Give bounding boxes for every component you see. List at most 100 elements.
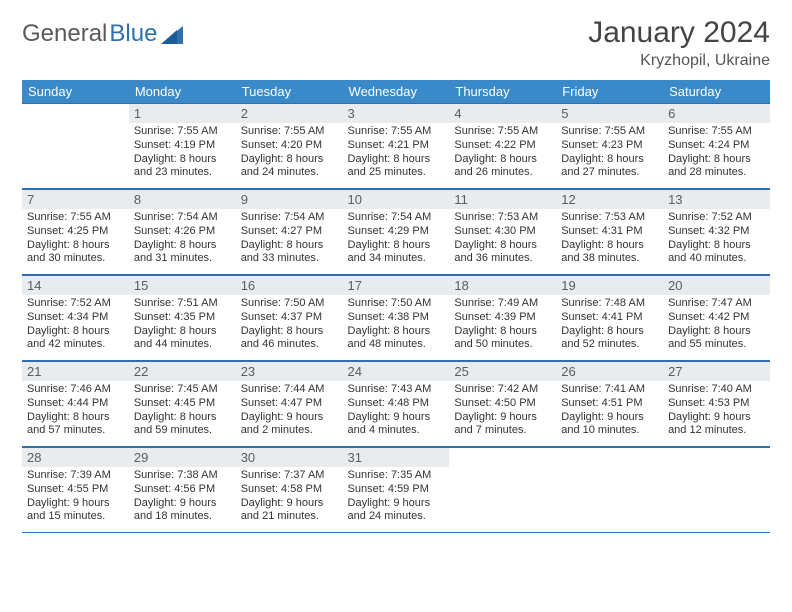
day-detail-line: Daylight: 8 hours bbox=[454, 325, 551, 339]
day-detail-line: Sunset: 4:39 PM bbox=[454, 311, 551, 325]
day-detail-line: and 44 minutes. bbox=[134, 338, 231, 352]
day-detail-line: Sunrise: 7:55 AM bbox=[454, 125, 551, 139]
day-detail-line: and 24 minutes. bbox=[348, 510, 445, 524]
day-detail-line: Sunrise: 7:55 AM bbox=[134, 125, 231, 139]
day-detail-line: Sunrise: 7:50 AM bbox=[241, 297, 338, 311]
day-details: Sunrise: 7:51 AMSunset: 4:35 PMDaylight:… bbox=[129, 295, 236, 360]
day-number bbox=[449, 447, 556, 467]
day-detail-line: Sunset: 4:41 PM bbox=[561, 311, 658, 325]
title-block: January 2024 Kryzhopil, Ukraine bbox=[588, 16, 770, 70]
day-number: 4 bbox=[449, 103, 556, 123]
day-detail-line: Daylight: 8 hours bbox=[27, 411, 124, 425]
day-number: 5 bbox=[556, 103, 663, 123]
day-number: 2 bbox=[236, 103, 343, 123]
calendar-day-cell: 21Sunrise: 7:46 AMSunset: 4:44 PMDayligh… bbox=[22, 361, 129, 447]
day-detail-line: Sunrise: 7:42 AM bbox=[454, 383, 551, 397]
day-detail-line: Daylight: 8 hours bbox=[134, 153, 231, 167]
day-detail-line: Sunset: 4:26 PM bbox=[134, 225, 231, 239]
day-detail-line: and 52 minutes. bbox=[561, 338, 658, 352]
day-detail-line: Daylight: 8 hours bbox=[27, 325, 124, 339]
calendar-day-cell: 10Sunrise: 7:54 AMSunset: 4:29 PMDayligh… bbox=[343, 189, 450, 275]
day-detail-line: and 31 minutes. bbox=[134, 252, 231, 266]
weekday-header: Saturday bbox=[663, 80, 770, 103]
calendar-day-cell bbox=[663, 447, 770, 533]
day-detail-line: Sunrise: 7:55 AM bbox=[668, 125, 765, 139]
calendar-day-cell: 6Sunrise: 7:55 AMSunset: 4:24 PMDaylight… bbox=[663, 103, 770, 189]
day-detail-line: Sunset: 4:47 PM bbox=[241, 397, 338, 411]
calendar-day-cell: 4Sunrise: 7:55 AMSunset: 4:22 PMDaylight… bbox=[449, 103, 556, 189]
day-detail-line: Sunrise: 7:35 AM bbox=[348, 469, 445, 483]
day-detail-line: and 28 minutes. bbox=[668, 166, 765, 180]
calendar-day-cell bbox=[22, 103, 129, 189]
day-detail-line: Sunrise: 7:43 AM bbox=[348, 383, 445, 397]
calendar-day-cell: 30Sunrise: 7:37 AMSunset: 4:58 PMDayligh… bbox=[236, 447, 343, 533]
day-detail-line: and 30 minutes. bbox=[27, 252, 124, 266]
day-details: Sunrise: 7:35 AMSunset: 4:59 PMDaylight:… bbox=[343, 467, 450, 532]
sail-icon bbox=[161, 24, 187, 44]
day-detail-line: Sunrise: 7:55 AM bbox=[27, 211, 124, 225]
day-detail-line: Daylight: 9 hours bbox=[454, 411, 551, 425]
calendar-day-cell: 5Sunrise: 7:55 AMSunset: 4:23 PMDaylight… bbox=[556, 103, 663, 189]
day-detail-line: Sunrise: 7:55 AM bbox=[561, 125, 658, 139]
day-detail-line: Sunrise: 7:37 AM bbox=[241, 469, 338, 483]
day-detail-line: Sunrise: 7:48 AM bbox=[561, 297, 658, 311]
day-details: Sunrise: 7:49 AMSunset: 4:39 PMDaylight:… bbox=[449, 295, 556, 360]
day-detail-line: and 18 minutes. bbox=[134, 510, 231, 524]
day-detail-line: Daylight: 9 hours bbox=[668, 411, 765, 425]
calendar-day-cell: 31Sunrise: 7:35 AMSunset: 4:59 PMDayligh… bbox=[343, 447, 450, 533]
day-details: Sunrise: 7:41 AMSunset: 4:51 PMDaylight:… bbox=[556, 381, 663, 446]
day-details bbox=[22, 123, 129, 181]
day-detail-line: and 23 minutes. bbox=[134, 166, 231, 180]
day-details: Sunrise: 7:52 AMSunset: 4:34 PMDaylight:… bbox=[22, 295, 129, 360]
day-number: 21 bbox=[22, 361, 129, 381]
day-detail-line: and 4 minutes. bbox=[348, 424, 445, 438]
calendar-day-cell: 23Sunrise: 7:44 AMSunset: 4:47 PMDayligh… bbox=[236, 361, 343, 447]
day-detail-line: and 24 minutes. bbox=[241, 166, 338, 180]
calendar-day-cell: 7Sunrise: 7:55 AMSunset: 4:25 PMDaylight… bbox=[22, 189, 129, 275]
day-detail-line: Sunrise: 7:40 AM bbox=[668, 383, 765, 397]
calendar-day-cell: 26Sunrise: 7:41 AMSunset: 4:51 PMDayligh… bbox=[556, 361, 663, 447]
day-detail-line: and 2 minutes. bbox=[241, 424, 338, 438]
day-detail-line: Daylight: 8 hours bbox=[241, 239, 338, 253]
day-detail-line: Sunset: 4:29 PM bbox=[348, 225, 445, 239]
page-header: GeneralBlue January 2024 Kryzhopil, Ukra… bbox=[22, 16, 770, 70]
day-details: Sunrise: 7:38 AMSunset: 4:56 PMDaylight:… bbox=[129, 467, 236, 532]
day-detail-line: Daylight: 8 hours bbox=[134, 239, 231, 253]
day-number: 14 bbox=[22, 275, 129, 295]
day-detail-line: Sunrise: 7:55 AM bbox=[241, 125, 338, 139]
day-number: 20 bbox=[663, 275, 770, 295]
calendar-week-row: 28Sunrise: 7:39 AMSunset: 4:55 PMDayligh… bbox=[22, 447, 770, 533]
day-detail-line: Sunrise: 7:41 AM bbox=[561, 383, 658, 397]
day-details: Sunrise: 7:40 AMSunset: 4:53 PMDaylight:… bbox=[663, 381, 770, 446]
day-number: 27 bbox=[663, 361, 770, 381]
day-detail-line: and 7 minutes. bbox=[454, 424, 551, 438]
calendar-day-cell: 11Sunrise: 7:53 AMSunset: 4:30 PMDayligh… bbox=[449, 189, 556, 275]
day-details: Sunrise: 7:55 AMSunset: 4:20 PMDaylight:… bbox=[236, 123, 343, 188]
calendar-day-cell: 19Sunrise: 7:48 AMSunset: 4:41 PMDayligh… bbox=[556, 275, 663, 361]
day-detail-line: Sunrise: 7:55 AM bbox=[348, 125, 445, 139]
day-number: 1 bbox=[129, 103, 236, 123]
day-detail-line: and 55 minutes. bbox=[668, 338, 765, 352]
day-details: Sunrise: 7:39 AMSunset: 4:55 PMDaylight:… bbox=[22, 467, 129, 532]
day-detail-line: Sunset: 4:38 PM bbox=[348, 311, 445, 325]
day-detail-line: Sunrise: 7:54 AM bbox=[241, 211, 338, 225]
weekday-header: Sunday bbox=[22, 80, 129, 103]
calendar-head: SundayMondayTuesdayWednesdayThursdayFrid… bbox=[22, 80, 770, 103]
day-number: 30 bbox=[236, 447, 343, 467]
day-number: 23 bbox=[236, 361, 343, 381]
day-detail-line: Sunset: 4:27 PM bbox=[241, 225, 338, 239]
day-detail-line: Sunrise: 7:53 AM bbox=[561, 211, 658, 225]
day-detail-line: Sunset: 4:24 PM bbox=[668, 139, 765, 153]
day-detail-line: Sunset: 4:51 PM bbox=[561, 397, 658, 411]
day-details: Sunrise: 7:50 AMSunset: 4:37 PMDaylight:… bbox=[236, 295, 343, 360]
day-detail-line: Sunset: 4:34 PM bbox=[27, 311, 124, 325]
day-detail-line: and 34 minutes. bbox=[348, 252, 445, 266]
day-detail-line: and 48 minutes. bbox=[348, 338, 445, 352]
day-number: 28 bbox=[22, 447, 129, 467]
day-detail-line: and 12 minutes. bbox=[668, 424, 765, 438]
day-number: 11 bbox=[449, 189, 556, 209]
day-details: Sunrise: 7:46 AMSunset: 4:44 PMDaylight:… bbox=[22, 381, 129, 446]
day-detail-line: Daylight: 9 hours bbox=[134, 497, 231, 511]
day-detail-line: Daylight: 8 hours bbox=[561, 325, 658, 339]
day-details: Sunrise: 7:47 AMSunset: 4:42 PMDaylight:… bbox=[663, 295, 770, 360]
